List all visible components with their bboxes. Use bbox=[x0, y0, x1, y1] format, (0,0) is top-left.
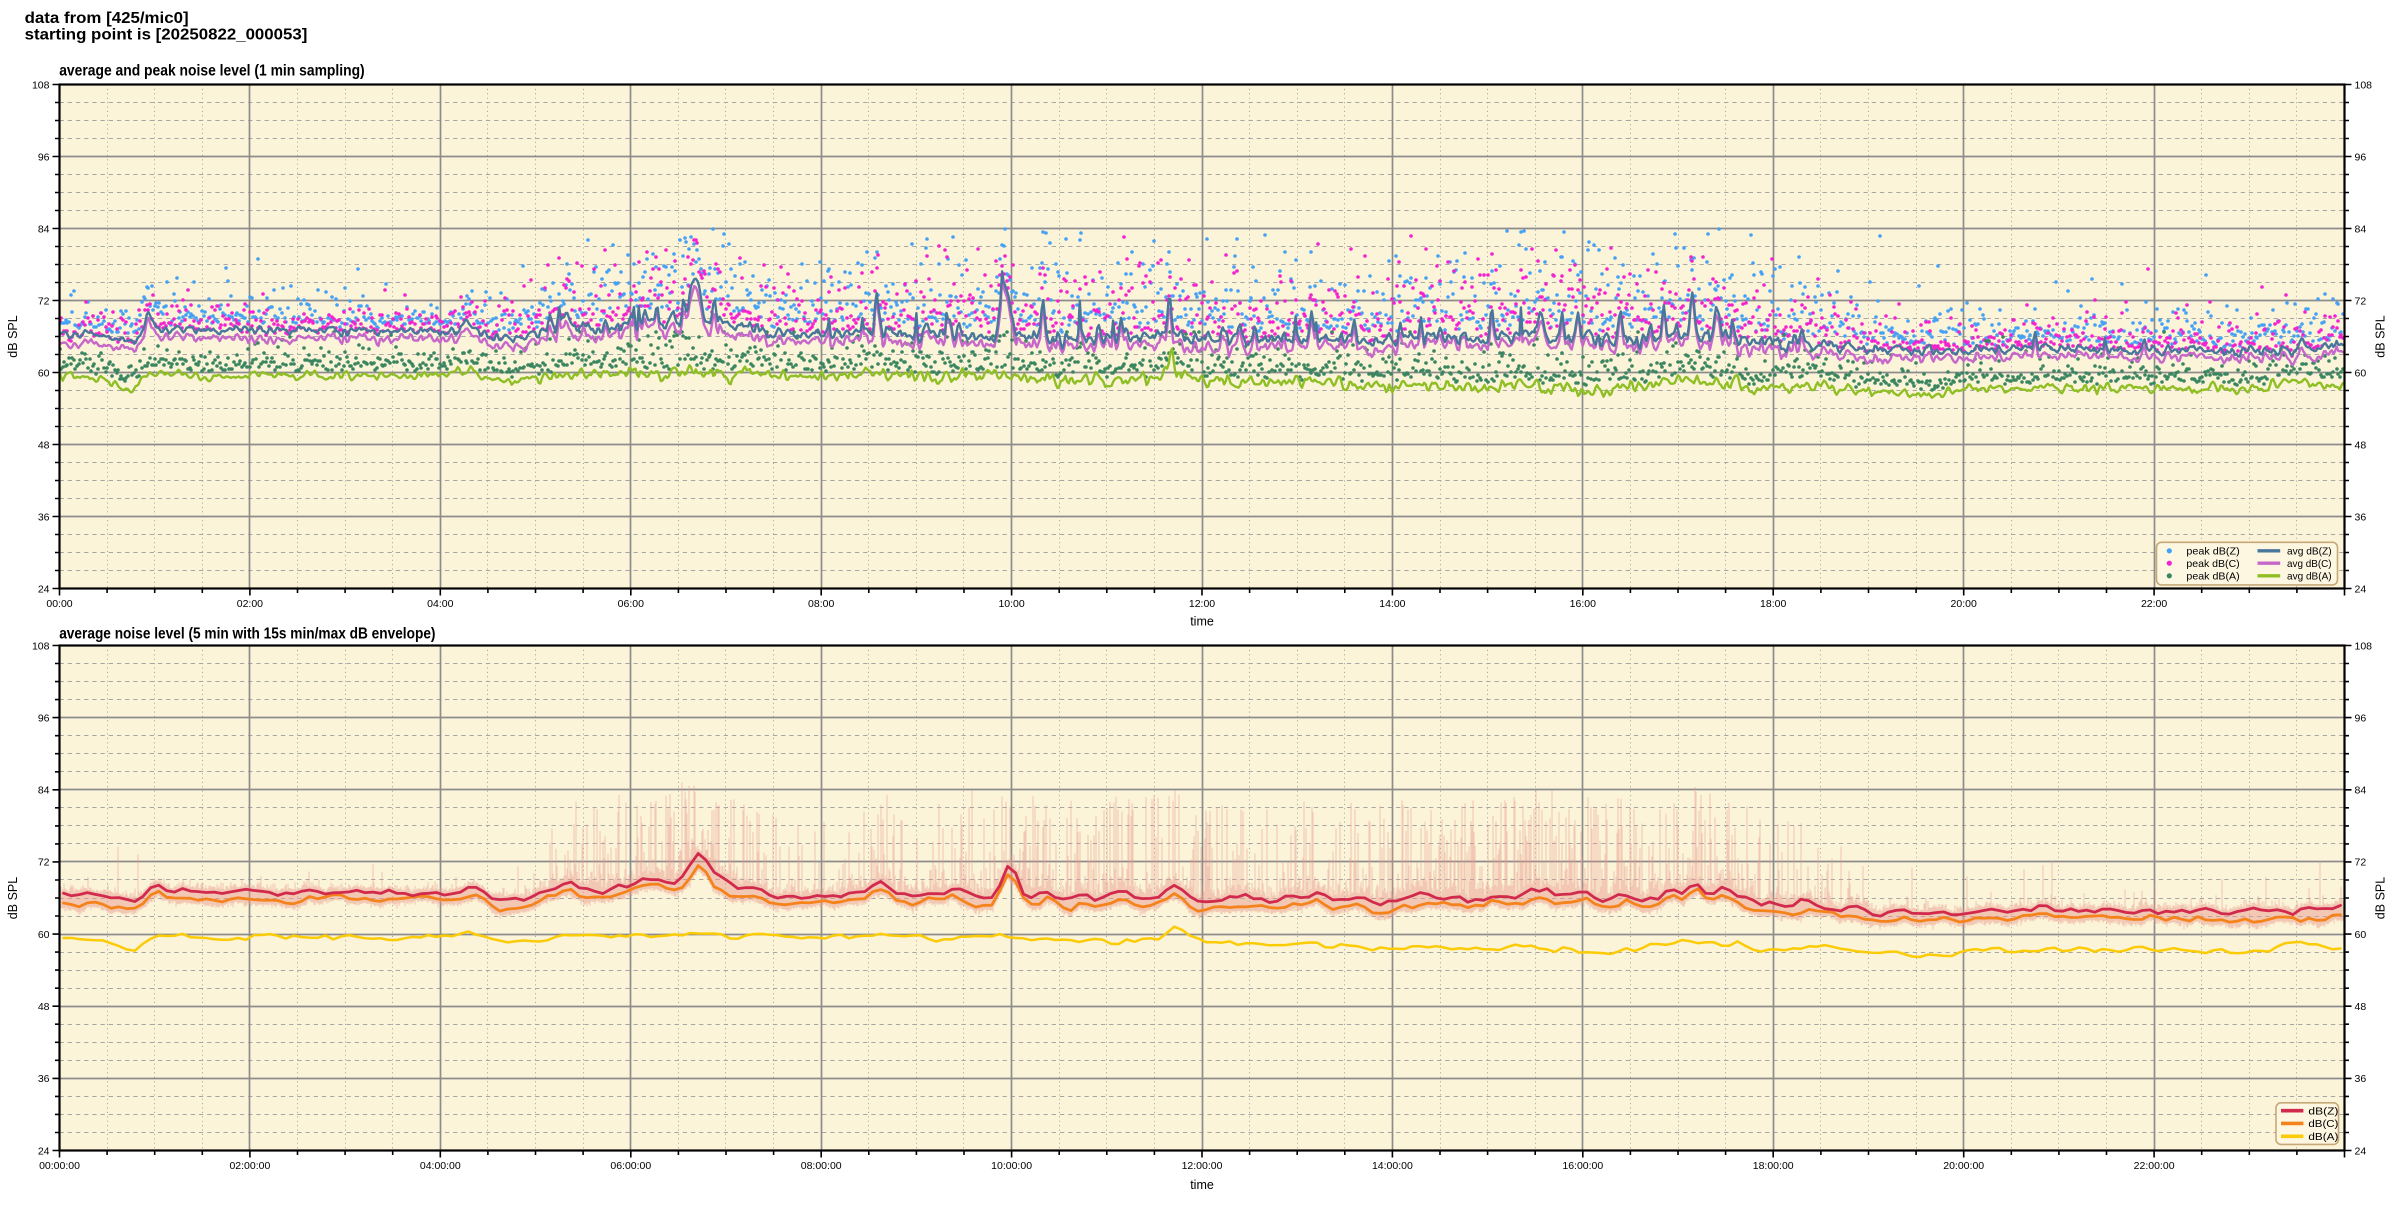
svg-text:48: 48 bbox=[2355, 1001, 2367, 1013]
svg-text:60: 60 bbox=[38, 367, 50, 379]
svg-text:06:00: 06:00 bbox=[618, 598, 644, 610]
svg-text:12:00: 12:00 bbox=[1189, 598, 1215, 610]
svg-text:24: 24 bbox=[2355, 583, 2367, 595]
svg-text:average noise level (5 min wit: average noise level (5 min with 15s min/… bbox=[59, 626, 435, 643]
svg-text:22:00: 22:00 bbox=[2141, 598, 2167, 610]
svg-text:time: time bbox=[1190, 1178, 1214, 1192]
svg-text:72: 72 bbox=[2355, 295, 2367, 307]
svg-text:60: 60 bbox=[2355, 929, 2367, 941]
svg-text:10:00: 10:00 bbox=[998, 598, 1024, 610]
svg-text:04:00: 04:00 bbox=[427, 598, 453, 610]
svg-text:avg dB(Z): avg dB(Z) bbox=[2287, 546, 2332, 558]
svg-text:04:00:00: 04:00:00 bbox=[420, 1160, 461, 1172]
svg-text:72: 72 bbox=[2355, 857, 2367, 869]
svg-text:avg dB(A): avg dB(A) bbox=[2287, 571, 2332, 583]
svg-text:16:00: 16:00 bbox=[1570, 598, 1596, 610]
svg-text:dB(Z): dB(Z) bbox=[2308, 1106, 2338, 1118]
svg-text:72: 72 bbox=[38, 857, 50, 869]
svg-text:84: 84 bbox=[2355, 785, 2367, 797]
svg-text:dB SPL: dB SPL bbox=[6, 315, 20, 357]
svg-text:20:00: 20:00 bbox=[1951, 598, 1977, 610]
svg-text:starting point is [20250822_00: starting point is [20250822_000053] bbox=[25, 27, 308, 44]
svg-text:peak dB(C): peak dB(C) bbox=[2186, 558, 2239, 570]
svg-text:24: 24 bbox=[38, 583, 50, 595]
svg-text:22:00:00: 22:00:00 bbox=[2134, 1160, 2175, 1172]
svg-text:108: 108 bbox=[32, 640, 50, 652]
svg-text:18:00:00: 18:00:00 bbox=[1753, 1160, 1794, 1172]
svg-text:48: 48 bbox=[38, 439, 50, 451]
svg-text:96: 96 bbox=[2355, 151, 2367, 163]
svg-text:60: 60 bbox=[38, 929, 50, 941]
svg-text:20:00:00: 20:00:00 bbox=[1943, 1160, 1984, 1172]
svg-text:96: 96 bbox=[38, 712, 50, 724]
svg-text:16:00:00: 16:00:00 bbox=[1562, 1160, 1603, 1172]
svg-text:02:00: 02:00 bbox=[237, 598, 263, 610]
svg-text:peak dB(A): peak dB(A) bbox=[2186, 571, 2239, 583]
svg-text:36: 36 bbox=[2355, 1073, 2367, 1085]
svg-text:96: 96 bbox=[38, 151, 50, 163]
svg-text:dB SPL: dB SPL bbox=[2374, 315, 2388, 357]
svg-text:02:00:00: 02:00:00 bbox=[229, 1160, 270, 1172]
svg-text:00:00:00: 00:00:00 bbox=[39, 1160, 80, 1172]
svg-text:00:00: 00:00 bbox=[46, 598, 72, 610]
svg-text:96: 96 bbox=[2355, 712, 2367, 724]
svg-text:108: 108 bbox=[2355, 79, 2373, 91]
svg-text:average and peak noise level (: average and peak noise level (1 min samp… bbox=[59, 63, 365, 80]
svg-text:dB SPL: dB SPL bbox=[2374, 877, 2388, 919]
svg-text:72: 72 bbox=[38, 295, 50, 307]
svg-text:08:00:00: 08:00:00 bbox=[801, 1160, 842, 1172]
svg-text:14:00:00: 14:00:00 bbox=[1372, 1160, 1413, 1172]
svg-text:48: 48 bbox=[38, 1001, 50, 1013]
svg-text:60: 60 bbox=[2355, 367, 2367, 379]
svg-text:12:00:00: 12:00:00 bbox=[1182, 1160, 1223, 1172]
svg-text:36: 36 bbox=[38, 1073, 50, 1085]
svg-text:84: 84 bbox=[2355, 223, 2367, 235]
svg-text:24: 24 bbox=[2355, 1145, 2367, 1157]
svg-text:06:00:00: 06:00:00 bbox=[610, 1160, 651, 1172]
svg-text:dB SPL: dB SPL bbox=[6, 877, 20, 919]
svg-text:108: 108 bbox=[32, 79, 50, 91]
svg-text:dB(C): dB(C) bbox=[2308, 1118, 2338, 1130]
svg-text:18:00: 18:00 bbox=[1760, 598, 1786, 610]
svg-text:36: 36 bbox=[38, 511, 50, 523]
svg-text:24: 24 bbox=[38, 1145, 50, 1157]
svg-text:14:00: 14:00 bbox=[1379, 598, 1405, 610]
svg-text:time: time bbox=[1190, 615, 1214, 629]
svg-text:avg dB(C): avg dB(C) bbox=[2287, 558, 2332, 570]
svg-text:48: 48 bbox=[2355, 439, 2367, 451]
svg-text:108: 108 bbox=[2355, 640, 2373, 652]
svg-text:36: 36 bbox=[2355, 511, 2367, 523]
svg-text:10:00:00: 10:00:00 bbox=[991, 1160, 1032, 1172]
svg-text:84: 84 bbox=[38, 785, 50, 797]
svg-text:84: 84 bbox=[38, 223, 50, 235]
svg-text:peak dB(Z): peak dB(Z) bbox=[2186, 546, 2239, 558]
svg-text:data from [425/mic0]: data from [425/mic0] bbox=[25, 10, 189, 27]
svg-text:dB(A): dB(A) bbox=[2308, 1131, 2338, 1143]
svg-text:08:00: 08:00 bbox=[808, 598, 834, 610]
